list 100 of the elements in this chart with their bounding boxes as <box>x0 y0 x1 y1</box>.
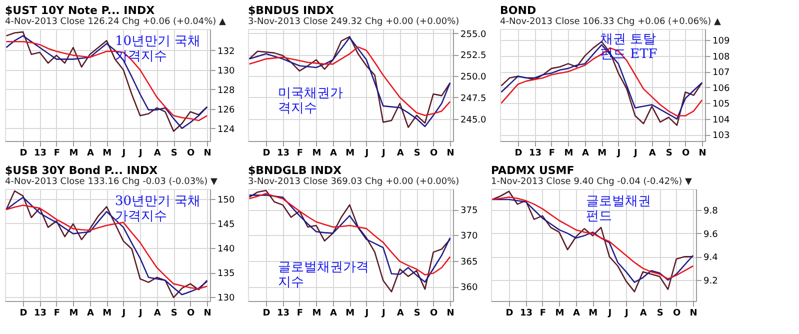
x-tick-label: O <box>682 148 690 158</box>
y-tick-label: 135 <box>218 269 235 280</box>
y-tick-label: 126 <box>218 105 235 116</box>
x-tick-label: N <box>204 148 212 158</box>
x-tick-label: S <box>666 148 672 158</box>
y-tick-label: 247.5 <box>460 94 486 104</box>
x-tick-label: A <box>86 148 94 158</box>
x-tick-label: J <box>364 308 369 318</box>
chart-title: PADMX USMF <box>491 164 574 177</box>
x-tick-label: O <box>430 308 438 318</box>
x-tick-label: A <box>396 308 404 318</box>
x-tick-label: F <box>296 308 304 318</box>
x-tick-label: S <box>170 308 178 318</box>
x-tick-label: M <box>598 148 607 158</box>
y-tick-label: 128 <box>218 86 235 96</box>
x-tick-label: A <box>396 148 404 158</box>
chart-subtitle: 4-Nov-2013 Close 133.16 Chg -0.03 (-0.03%) ▼ <box>5 177 218 187</box>
y-tick-label: 150 <box>218 195 235 206</box>
x-tick-label: 13 <box>34 308 46 318</box>
x-tick-label: M <box>312 308 322 318</box>
x-tick-label: 13 <box>528 148 542 158</box>
y-tick-label: 9.4 <box>704 253 718 264</box>
x-tick-label: A <box>154 308 161 318</box>
chart-subtitle: 1-Nov-2013 Close 9.40 Chg -0.04 (-0.42%) ▼ <box>491 177 692 187</box>
x-tick-label: S <box>414 148 420 158</box>
y-tick-label: 130 <box>218 294 235 304</box>
y-tick-label: 106 <box>712 84 730 94</box>
line-series <box>248 46 451 116</box>
x-tick-label: A <box>86 308 94 318</box>
x-tick-label: S <box>656 308 664 318</box>
x-tick-label: M <box>588 308 598 318</box>
x-tick-label: M <box>312 148 322 158</box>
x-tick-label: D <box>20 148 28 158</box>
x-tick-label: M <box>564 148 574 158</box>
x-tick-label: A <box>582 148 589 158</box>
y-tick-label: 9.6 <box>704 230 718 240</box>
x-tick-label: M <box>69 148 78 158</box>
chart-title: $USB 30Y Bond P... INDX <box>5 164 158 177</box>
x-tick-label: F <box>54 308 60 318</box>
chart-subtitle: 4-Nov-2013 Close 126.24 Chg +0.06 (+0.04%) ▲ <box>5 17 226 27</box>
x-tick-label: D <box>262 308 270 318</box>
chart-title: $BNDUS INDX <box>248 4 334 17</box>
x-tick-label: J <box>121 148 126 158</box>
x-tick-label: J <box>624 308 628 318</box>
y-tick-label: 250.0 <box>460 72 487 83</box>
y-tick-label: 103 <box>712 131 730 142</box>
x-tick-label: J <box>607 308 612 318</box>
annotation: 글로벌채권 펀드 <box>586 194 651 224</box>
y-tick-label: 130 <box>218 66 235 76</box>
x-tick-label: J <box>121 308 126 318</box>
x-tick-label: J <box>632 148 638 158</box>
x-tick-label: S <box>414 308 420 318</box>
x-tick-label: D <box>506 308 514 318</box>
x-tick-label: M <box>346 308 355 318</box>
x-tick-label: 13 <box>276 308 290 318</box>
y-tick-label: 9.2 <box>704 276 718 286</box>
y-tick-label: 107 <box>712 68 730 78</box>
x-tick-label: J <box>616 148 621 158</box>
x-tick-label: F <box>54 148 60 158</box>
x-tick-label: M <box>346 148 355 158</box>
line-series <box>492 190 694 292</box>
chart-subtitle: 3-Nov-2013 Close 249.32 Chg +0.00 (+0.00%) <box>248 17 460 27</box>
x-tick-label: M <box>69 308 78 318</box>
x-tick-label: N <box>446 148 454 158</box>
y-tick-label: 109 <box>712 36 730 47</box>
y-tick-label: 124 <box>218 124 235 135</box>
x-tick-label: M <box>555 308 564 318</box>
x-tick-label: S <box>170 148 178 158</box>
y-tick-label: 360 <box>460 283 478 294</box>
y-tick-label: 370 <box>460 232 478 242</box>
x-tick-label: J <box>380 148 386 158</box>
x-tick-label: O <box>187 148 196 158</box>
x-tick-label: O <box>673 308 682 318</box>
y-tick-label: 9.8 <box>704 206 718 216</box>
x-tick-label: F <box>548 148 556 158</box>
x-tick-label: O <box>187 308 196 318</box>
chart-subtitle: 4-Nov-2013 Close 106.33 Chg +0.06 (+0.06%) ▲ <box>500 17 722 27</box>
x-tick-label: A <box>648 148 656 158</box>
x-tick-label: A <box>154 148 161 158</box>
chart-subtitle: 3-Nov-2013 Close 369.03 Chg +0.00 (+0.00%) <box>248 177 460 187</box>
y-tick-label: 365 <box>460 257 478 268</box>
x-tick-label: A <box>640 308 647 318</box>
y-tick-label: 132 <box>218 46 235 57</box>
y-tick-label: 104 <box>712 115 730 126</box>
x-tick-label: N <box>698 148 706 158</box>
x-tick-label: 13 <box>276 148 290 158</box>
x-tick-label: N <box>690 308 698 318</box>
x-tick-label: M <box>102 308 112 318</box>
x-tick-label: 13 <box>34 148 46 158</box>
x-tick-label: D <box>20 308 28 318</box>
y-tick-label: 255.0 <box>460 30 487 40</box>
y-tick-label: 252.5 <box>460 51 486 62</box>
x-tick-label: J <box>380 308 386 318</box>
x-tick-label: J <box>364 148 369 158</box>
y-tick-label: 105 <box>712 100 730 110</box>
x-tick-label: N <box>204 308 212 318</box>
x-tick-label: O <box>430 148 438 158</box>
y-tick-label: 375 <box>460 206 478 216</box>
chart-title: $BNDGLB INDX <box>248 164 342 177</box>
x-tick-label: J <box>138 148 142 158</box>
